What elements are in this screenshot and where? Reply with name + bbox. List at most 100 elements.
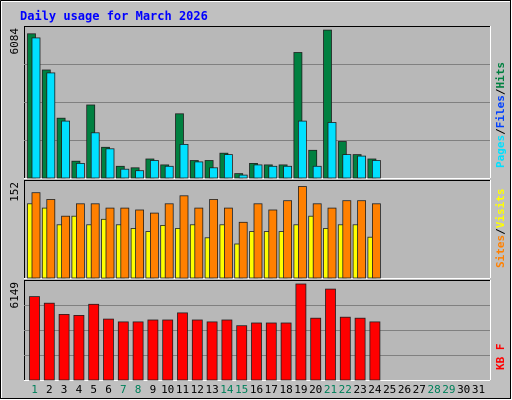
bar-sites-day-24 (371, 203, 381, 279)
bar-sites-day-14 (223, 207, 233, 279)
bar-sites-day-12 (194, 207, 204, 279)
bar-hits-day-20 (308, 149, 318, 179)
bar-kbytes-day-18 (280, 322, 292, 381)
bar-pages-day-8 (135, 170, 145, 179)
day-label-9: 9 (150, 383, 157, 396)
bar-sites-day-6 (105, 207, 115, 279)
panel-visits-axis-label: Sites/Visits (494, 189, 507, 269)
bar-hits-day-21 (323, 29, 332, 179)
day-label-21: 21 (324, 383, 337, 396)
panel-kbytes-axis-label: KB F (494, 344, 507, 371)
bar-pages-day-20 (312, 165, 322, 179)
bar-kbytes-day-2 (43, 302, 55, 381)
bar-sites-day-13 (209, 199, 219, 279)
bar-pages-day-18 (283, 165, 293, 179)
series-hits (27, 29, 377, 179)
bar-pages-day-13 (209, 167, 219, 179)
bar-hits-day-19 (293, 52, 303, 179)
panel-visits: 152 Sites/Visits (8, 180, 507, 279)
bar-kbytes-day-23 (354, 317, 366, 381)
day-label-22: 22 (339, 383, 352, 396)
day-label-25: 25 (383, 383, 396, 396)
bar-pages-day-22 (342, 154, 352, 179)
bar-sites-day-1 (31, 192, 41, 279)
bar-pages-day-7 (120, 168, 130, 179)
bar-pages-day-5 (90, 132, 100, 179)
bar-sites-day-20 (312, 203, 322, 279)
day-label-18: 18 (279, 383, 292, 396)
bar-pages-day-15 (238, 174, 248, 179)
bar-kbytes-day-5 (88, 303, 100, 381)
day-label-24: 24 (368, 383, 382, 396)
bar-kbytes-day-15 (236, 325, 248, 381)
bar-pages-day-19 (297, 120, 307, 179)
day-label-19: 19 (294, 383, 307, 396)
bar-sites-day-10 (164, 203, 174, 279)
bar-kbytes-day-7 (117, 321, 129, 381)
day-label-4: 4 (76, 383, 83, 396)
bar-pages-day-3 (61, 120, 70, 179)
bar-kbytes-day-22 (339, 316, 351, 381)
day-label-15: 15 (235, 383, 248, 396)
panel-hits: 6084 Pages/Files/Hits (8, 26, 507, 179)
bar-sites-day-15 (238, 221, 248, 279)
panel-hits-ymax-label: 6084 (8, 28, 21, 55)
bar-kbytes-day-16 (251, 322, 262, 381)
bar-pages-day-17 (268, 165, 278, 179)
day-label-13: 13 (205, 383, 218, 396)
axis-label-sites: Sites (494, 235, 507, 268)
day-label-5: 5 (90, 383, 97, 396)
day-label-11: 11 (176, 383, 189, 396)
bar-pages-day-24 (371, 160, 381, 179)
bar-pages-day-21 (327, 122, 337, 179)
bar-sites-day-9 (149, 212, 159, 279)
bar-pages-day-23 (357, 155, 367, 179)
axis-label-slash: / (494, 128, 507, 135)
bar-sites-day-7 (120, 207, 130, 279)
axis-label-files: Files (494, 95, 507, 128)
bar-kbytes-day-14 (221, 319, 233, 381)
day-label-14: 14 (220, 383, 234, 396)
panel-kbytes-ymax-label: 6149 (8, 282, 21, 309)
bar-pages-day-10 (164, 165, 174, 179)
day-label-27: 27 (413, 383, 426, 396)
chart-title: Daily usage for March 2026 (20, 9, 208, 23)
day-label-8: 8 (135, 383, 142, 396)
axis-label-kbytes: KB F (494, 344, 507, 371)
day-label-30: 30 (457, 383, 470, 396)
bar-kbytes-day-12 (191, 319, 203, 381)
series-kbytes (29, 283, 381, 381)
axis-label-slash: / (494, 88, 507, 95)
bar-pages-day-6 (105, 148, 115, 179)
bar-kbytes-day-21 (325, 288, 336, 381)
day-label-29: 29 (442, 383, 455, 396)
day-label-17: 17 (265, 383, 278, 396)
panel-hits-axis-label: Pages/Files/Hits (494, 62, 507, 168)
day-label-7: 7 (120, 383, 127, 396)
series-sites (31, 186, 381, 279)
axis-label-hits: Hits (494, 62, 507, 89)
bar-pages-day-1 (31, 37, 41, 179)
day-label-1: 1 (31, 383, 38, 396)
bar-sites-day-11 (179, 195, 189, 279)
bar-sites-day-8 (135, 209, 145, 279)
bar-kbytes-day-8 (132, 321, 144, 381)
bar-sites-day-2 (46, 199, 56, 279)
bar-sites-day-21 (327, 207, 337, 279)
bar-kbytes-day-1 (29, 296, 40, 381)
day-label-26: 26 (398, 383, 411, 396)
day-label-31: 31 (472, 383, 485, 396)
bar-kbytes-day-20 (310, 317, 322, 381)
bar-pages-day-11 (179, 143, 189, 179)
day-label-20: 20 (309, 383, 322, 396)
bar-pages-day-14 (223, 154, 233, 179)
axis-label-visits: Visits (494, 189, 507, 229)
bar-sites-day-3 (61, 215, 70, 279)
bar-kbytes-day-11 (177, 312, 188, 381)
bar-sites-day-17 (268, 209, 278, 279)
bar-kbytes-day-10 (162, 319, 174, 381)
day-label-2: 2 (46, 383, 53, 396)
day-label-12: 12 (191, 383, 204, 396)
